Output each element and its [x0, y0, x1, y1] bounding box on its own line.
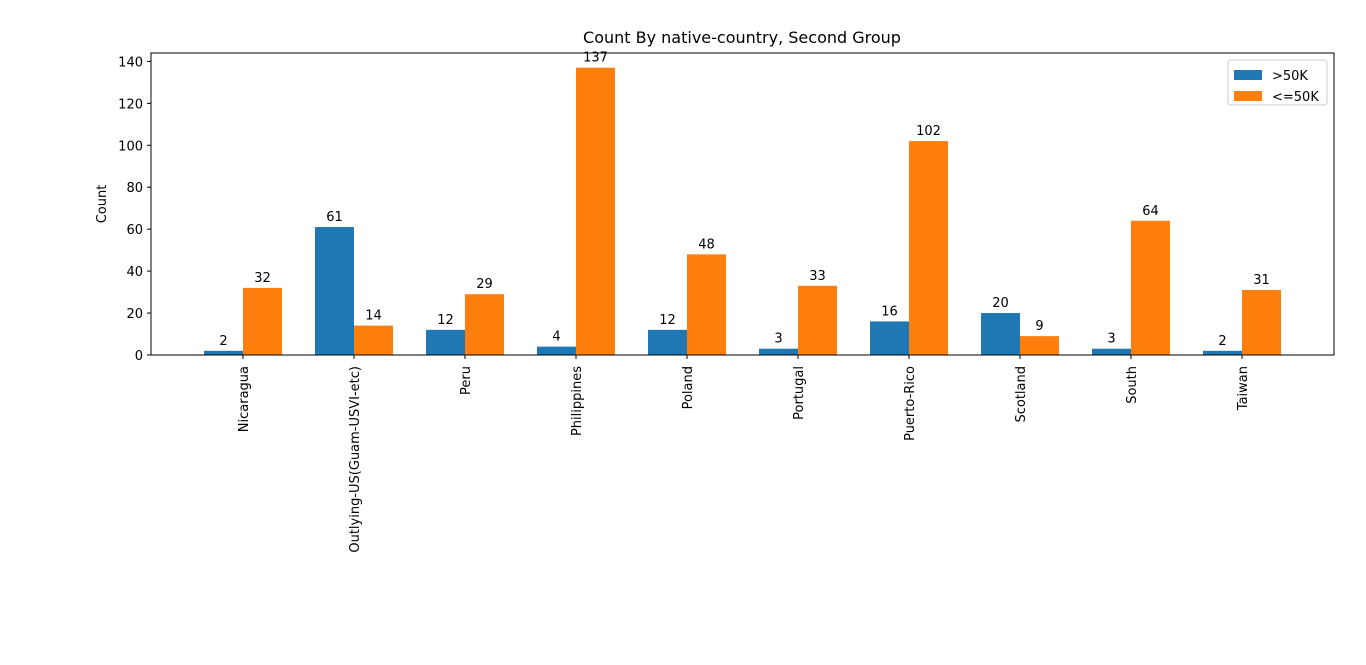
data-label-le50k-0: 32 — [254, 271, 271, 286]
data-label-le50k-6: 102 — [916, 124, 941, 139]
bar-le50k-0 — [243, 287, 282, 355]
x-tick-label-1: Outlying-US(Guam-USVI-etc) — [348, 366, 363, 553]
bar-le50k-3 — [576, 67, 615, 356]
data-label-le50k-2: 29 — [476, 277, 493, 292]
data-label-le50k-5: 33 — [809, 269, 826, 284]
data-label-le50k-1: 14 — [365, 309, 382, 324]
data-label-gt50k-6: 16 — [881, 304, 898, 319]
x-tick-label-3: Philippines — [570, 366, 585, 436]
bar-gt50k-7 — [981, 313, 1020, 355]
x-tick-label-5: Portugal — [792, 366, 807, 420]
y-axis-label: Count — [95, 185, 110, 224]
bar-le50k-8 — [1131, 220, 1170, 355]
y-tick-label-2: 40 — [126, 265, 143, 280]
data-label-gt50k-8: 3 — [1107, 332, 1115, 347]
bar-le50k-6 — [909, 141, 948, 355]
x-tick-label-9: Taiwan — [1236, 366, 1251, 411]
chart-title: Count By native-country, Second Group — [583, 28, 901, 47]
x-tick-label-7: Scotland — [1014, 366, 1029, 423]
legend-swatch-le50k — [1234, 91, 1262, 101]
data-label-gt50k-4: 12 — [659, 313, 676, 328]
bar-gt50k-4 — [648, 329, 687, 355]
legend-swatch-gt50k — [1234, 70, 1262, 80]
bar-le50k-7 — [1020, 336, 1059, 355]
x-tick-label-0: Nicaragua — [237, 366, 252, 432]
data-label-gt50k-0: 2 — [219, 334, 227, 349]
data-label-le50k-8: 64 — [1142, 204, 1159, 219]
bar-gt50k-2 — [426, 329, 465, 355]
y-tick-label-0: 0 — [135, 349, 143, 364]
data-label-gt50k-2: 12 — [437, 313, 454, 328]
bar-gt50k-8 — [1092, 348, 1131, 355]
x-tick-label-4: Poland — [681, 366, 696, 409]
bar-gt50k-9 — [1203, 350, 1242, 355]
bar-le50k-4 — [687, 254, 726, 355]
y-axis: 0 20 40 60 80 100 120 140 — [118, 55, 151, 364]
bar-le50k-1 — [354, 325, 393, 355]
bar-gt50k-3 — [537, 346, 576, 355]
y-tick-label-7: 140 — [118, 55, 143, 70]
data-label-gt50k-3: 4 — [552, 330, 560, 345]
data-label-gt50k-1: 61 — [326, 210, 343, 225]
y-tick-label-3: 60 — [126, 223, 143, 238]
bar-gt50k-1 — [315, 227, 354, 355]
bar-gt50k-5 — [759, 348, 798, 355]
data-label-gt50k-9: 2 — [1218, 334, 1226, 349]
bar-gt50k-6 — [870, 321, 909, 355]
data-label-le50k-3: 137 — [583, 51, 608, 66]
x-tick-label-8: South — [1125, 366, 1140, 404]
y-tick-label-6: 120 — [118, 97, 143, 112]
data-label-le50k-4: 48 — [698, 237, 715, 252]
data-label-le50k-9: 31 — [1253, 273, 1270, 288]
plot-area-frame — [150, 52, 1335, 356]
data-label-gt50k-5: 3 — [774, 332, 782, 347]
y-tick-label-5: 100 — [118, 139, 143, 154]
bar-le50k-5 — [798, 285, 837, 355]
legend-label-le50k: <=50K — [1272, 90, 1319, 105]
bar-le50k-2 — [465, 294, 504, 355]
bars-layer — [204, 67, 1281, 356]
legend: >50K <=50K — [1227, 59, 1328, 106]
bar-le50k-9 — [1242, 289, 1281, 355]
data-label-le50k-7: 9 — [1035, 319, 1043, 334]
data-label-gt50k-7: 20 — [992, 296, 1009, 311]
y-tick-label-4: 80 — [126, 181, 143, 196]
x-tick-label-2: Peru — [459, 366, 474, 395]
legend-label-gt50k: >50K — [1272, 69, 1308, 84]
x-tick-label-6: Puerto-Rico — [903, 366, 918, 441]
y-tick-label-1: 20 — [126, 307, 143, 322]
bar-gt50k-0 — [204, 350, 243, 355]
x-axis: Nicaragua Outlying-US(Guam-USVI-etc) Peru P… — [237, 355, 1251, 553]
